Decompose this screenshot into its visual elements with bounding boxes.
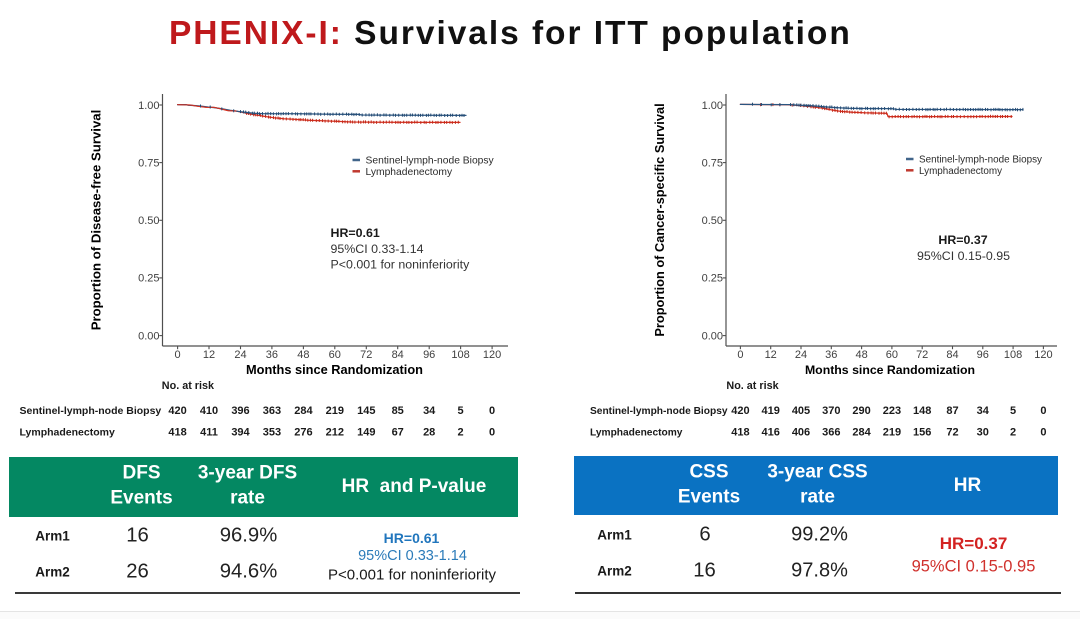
svg-text:145: 145 <box>357 405 375 417</box>
svg-text:85: 85 <box>392 405 404 417</box>
svg-text:60: 60 <box>329 349 341 361</box>
svg-text:410: 410 <box>200 405 218 417</box>
svg-text:34: 34 <box>423 405 436 417</box>
svg-text:0: 0 <box>1040 405 1046 417</box>
svg-text:405: 405 <box>792 405 810 417</box>
svg-text:0.50: 0.50 <box>702 215 723 227</box>
svg-text:419: 419 <box>762 405 780 417</box>
svg-text:96: 96 <box>977 349 989 361</box>
svg-text:418: 418 <box>731 427 749 439</box>
svg-text:5: 5 <box>1010 405 1016 417</box>
svg-text:353: 353 <box>263 427 281 439</box>
svg-text:0.00: 0.00 <box>702 330 723 342</box>
svg-text:48: 48 <box>855 349 867 361</box>
svg-text:24: 24 <box>234 349 246 361</box>
svg-text:No. at risk: No. at risk <box>726 380 779 392</box>
svg-text:418: 418 <box>168 427 186 439</box>
svg-text:276: 276 <box>294 427 312 439</box>
svg-text:72: 72 <box>360 349 372 361</box>
svg-text:420: 420 <box>731 405 749 417</box>
svg-text:36: 36 <box>266 349 278 361</box>
svg-text:36: 36 <box>825 349 837 361</box>
svg-text:5: 5 <box>458 405 464 417</box>
svg-text:Lymphadenectomy: Lymphadenectomy <box>366 167 453 178</box>
svg-text:30: 30 <box>977 427 989 439</box>
svg-text:120: 120 <box>1034 349 1052 361</box>
svg-text:284: 284 <box>852 427 871 439</box>
svg-text:0.50: 0.50 <box>138 215 159 227</box>
svg-text:0: 0 <box>1040 427 1046 439</box>
svg-text:Proportion of Disease-free Sur: Proportion of Disease-free Survival <box>89 110 104 331</box>
svg-text:Lymphadenectomy: Lymphadenectomy <box>919 166 1002 177</box>
svg-text:Sentinel-lymph-node Biopsy: Sentinel-lymph-node Biopsy <box>20 405 162 417</box>
svg-text:416: 416 <box>762 427 780 439</box>
svg-text:366: 366 <box>822 427 840 439</box>
svg-text:148: 148 <box>913 405 931 417</box>
svg-text:1.00: 1.00 <box>138 100 159 112</box>
svg-text:394: 394 <box>231 427 250 439</box>
svg-text:363: 363 <box>263 405 281 417</box>
svg-text:HR=0.61: HR=0.61 <box>331 226 380 240</box>
svg-text:406: 406 <box>792 427 810 439</box>
svg-text:219: 219 <box>883 427 901 439</box>
svg-text:2: 2 <box>1010 427 1016 439</box>
svg-text:Sentinel-lymph-node Biopsy: Sentinel-lymph-node Biopsy <box>919 155 1042 166</box>
svg-text:2: 2 <box>458 427 464 439</box>
svg-text:290: 290 <box>852 405 870 417</box>
svg-text:12: 12 <box>765 349 777 361</box>
svg-text:84: 84 <box>946 349 958 361</box>
svg-text:Sentinel-lymph-node Biopsy: Sentinel-lymph-node Biopsy <box>590 406 728 417</box>
svg-text:396: 396 <box>231 405 249 417</box>
svg-text:Months since Randomization: Months since Randomization <box>246 362 423 377</box>
svg-text:284: 284 <box>294 405 313 417</box>
svg-text:120: 120 <box>483 349 501 361</box>
svg-text:370: 370 <box>822 405 840 417</box>
svg-text:0: 0 <box>737 349 743 361</box>
svg-text:0.25: 0.25 <box>138 273 159 285</box>
svg-text:HR=0.37: HR=0.37 <box>938 233 987 247</box>
svg-text:0: 0 <box>489 405 495 417</box>
svg-text:34: 34 <box>977 405 990 417</box>
svg-text:223: 223 <box>883 405 901 417</box>
svg-text:28: 28 <box>423 427 435 439</box>
svg-text:0: 0 <box>489 427 495 439</box>
svg-text:420: 420 <box>168 405 186 417</box>
svg-text:60: 60 <box>886 349 898 361</box>
svg-text:Sentinel-lymph-node Biopsy: Sentinel-lymph-node Biopsy <box>366 156 495 167</box>
svg-text:67: 67 <box>392 427 404 439</box>
svg-text:149: 149 <box>357 427 375 439</box>
svg-text:P<0.001 for noninferiority: P<0.001 for noninferiority <box>331 258 471 272</box>
svg-text:0.75: 0.75 <box>702 157 723 169</box>
svg-text:1.00: 1.00 <box>702 100 723 112</box>
svg-text:108: 108 <box>451 349 469 361</box>
svg-text:87: 87 <box>946 405 958 417</box>
svg-text:212: 212 <box>326 427 344 439</box>
svg-text:48: 48 <box>297 349 309 361</box>
svg-text:95%CI 0.33-1.14: 95%CI 0.33-1.14 <box>331 242 424 256</box>
svg-text:24: 24 <box>795 349 807 361</box>
svg-text:0.00: 0.00 <box>138 330 159 342</box>
svg-text:0.75: 0.75 <box>138 157 159 169</box>
svg-text:411: 411 <box>200 427 218 439</box>
svg-text:Lymphadenectomy: Lymphadenectomy <box>20 427 115 439</box>
svg-text:0.25: 0.25 <box>702 273 723 285</box>
svg-text:219: 219 <box>326 405 344 417</box>
svg-text:Months since Randomization: Months since Randomization <box>805 363 975 377</box>
svg-text:72: 72 <box>946 427 958 439</box>
svg-text:0: 0 <box>175 349 181 361</box>
svg-text:Proportion of Cancer-specific: Proportion of Cancer-specific Survival <box>652 103 667 336</box>
svg-text:12: 12 <box>203 349 215 361</box>
svg-text:108: 108 <box>1004 349 1022 361</box>
svg-text:72: 72 <box>916 349 928 361</box>
svg-text:No. at risk: No. at risk <box>162 380 215 392</box>
svg-text:Lymphadenectomy: Lymphadenectomy <box>590 428 683 439</box>
svg-text:156: 156 <box>913 427 931 439</box>
svg-text:96: 96 <box>423 349 435 361</box>
svg-text:95%CI 0.15-0.95: 95%CI 0.15-0.95 <box>917 249 1010 263</box>
svg-text:84: 84 <box>392 349 404 361</box>
